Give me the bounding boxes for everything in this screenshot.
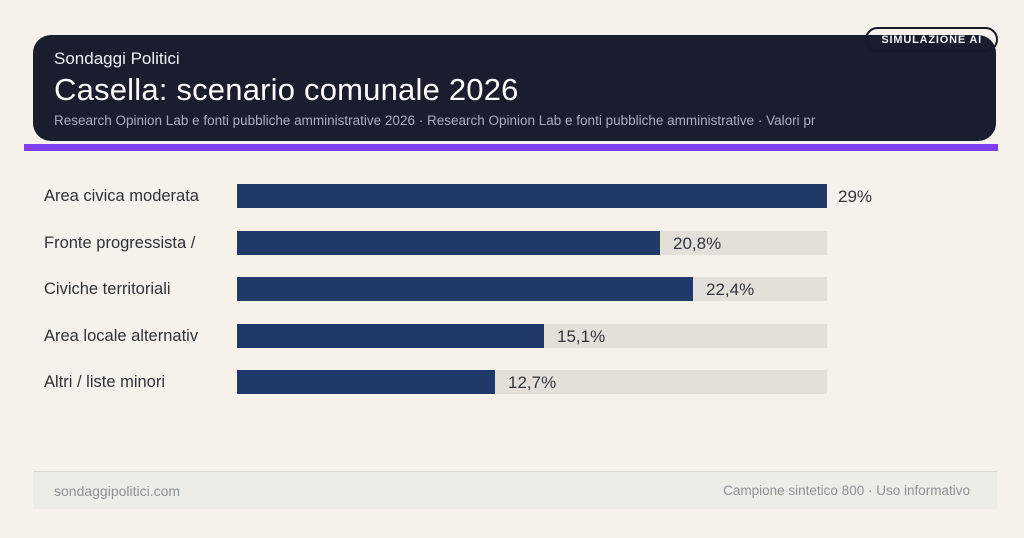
bar <box>237 184 827 208</box>
bar <box>237 277 693 301</box>
chart-row: Area civica moderata 29% <box>0 184 1024 208</box>
value-label: 20,8% <box>673 234 722 253</box>
category-label: Altri / liste minori <box>44 373 166 391</box>
category-label: Fronte progressista / <box>44 234 196 252</box>
category-label: Area locale alternativ <box>44 327 199 345</box>
bar-track <box>237 231 827 255</box>
category-label: Area civica moderata <box>44 187 199 205</box>
chart-row: Area locale alternativ 15,1% <box>0 324 1024 348</box>
page-subtitle: Research Opinion Lab e fonti pubbliche a… <box>54 113 816 128</box>
bar-track <box>237 184 827 208</box>
category-label: Civiche territoriali <box>44 280 171 298</box>
chart-row: Fronte progressista / 20,8% <box>0 231 1024 255</box>
bar <box>237 324 544 348</box>
accent-divider <box>24 144 998 151</box>
simulation-badge: SIMULAZIONE AI <box>865 27 998 52</box>
source-url: sondaggipolitici.com <box>54 482 181 499</box>
bar <box>237 370 495 394</box>
bar-track <box>237 324 827 348</box>
footer: sondaggipolitici.com Campione sintetico … <box>33 471 997 509</box>
bar <box>237 231 660 255</box>
value-label: 22,4% <box>706 280 755 299</box>
value-label: 29% <box>838 187 873 206</box>
header-card: Sondaggi Politici Casella: scenario comu… <box>33 35 996 141</box>
sample-note: Campione sintetico 800 · Uso informativo <box>723 483 970 498</box>
bar-track <box>237 370 827 394</box>
bar-track <box>237 277 827 301</box>
brand-kicker: Sondaggi Politici <box>54 49 180 68</box>
value-label: 15,1% <box>557 327 606 346</box>
page-title: Casella: scenario comunale 2026 <box>54 72 519 107</box>
value-label: 12,7% <box>508 373 557 392</box>
chart-row: Civiche territoriali 22,4% <box>0 277 1024 301</box>
chart-row: Altri / liste minori 12,7% <box>0 370 1024 394</box>
